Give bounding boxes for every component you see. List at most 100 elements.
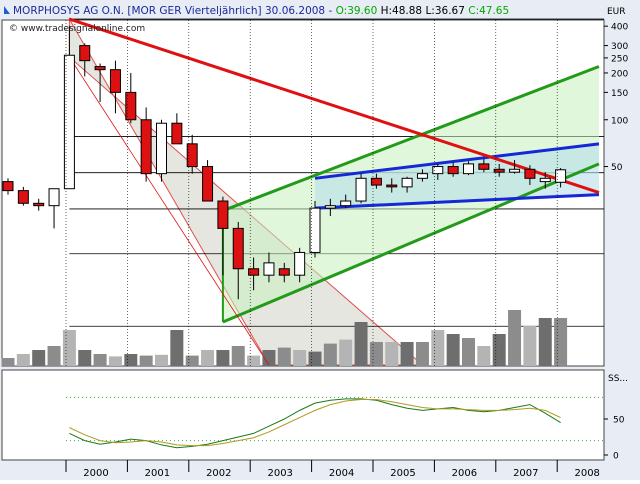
volume-bar: [93, 354, 107, 366]
oscillator-title: SS...: [608, 374, 628, 384]
candle: [217, 196, 229, 276]
candle: [539, 172, 551, 189]
candle-body: [370, 177, 382, 186]
candle-body: [156, 122, 167, 175]
price-axis-tick-label: 200: [611, 69, 628, 79]
volume-bar: [431, 330, 445, 366]
ohlc-l-value: L:36.67: [422, 5, 465, 17]
volume-bar: [277, 347, 291, 366]
volume-bar: [108, 356, 122, 366]
candle: [109, 60, 121, 114]
volume-bar: [262, 350, 276, 366]
oscillator-series: [66, 396, 604, 449]
green-channel-upper: [222, 65, 600, 213]
green-channel-lower: [222, 162, 600, 324]
blue-channel-upper: [314, 142, 600, 180]
price-axis-tick-label: 150: [611, 89, 628, 99]
ohlc-c-value: C:47.65: [465, 5, 509, 17]
volume-bar: [385, 342, 399, 366]
volume-bar: [32, 350, 46, 366]
volume-bar: [323, 343, 337, 366]
volume-bar: [293, 350, 307, 366]
time-axis-label: 2003: [267, 468, 292, 479]
oscillator-panel[interactable]: [1, 369, 605, 461]
candle-body: [186, 143, 198, 168]
candle: [232, 221, 244, 300]
oscillator-axis: 0 50: [604, 416, 625, 462]
candle: [416, 169, 428, 182]
candle: [447, 162, 459, 177]
volume-bar: [1, 358, 15, 366]
candle-body: [416, 173, 428, 179]
chart-header: MORPHOSYS AG O.N. [MOR GER Vierteljährli…: [4, 5, 626, 34]
candle: [401, 176, 413, 193]
price-axis: 400 300 250 200 150 100 50: [604, 23, 628, 173]
candle-body: [401, 177, 413, 188]
candle-body: [432, 166, 444, 175]
candle-body: [278, 268, 290, 276]
candle: [33, 198, 45, 211]
candle: [186, 134, 198, 174]
ohlc-o-value: O:39.60: [336, 5, 378, 17]
time-axis: 2000 2001 2002 2003 2004 2005 2006 2007 2008: [65, 20, 600, 479]
candle-body: [539, 177, 551, 183]
candle: [202, 160, 214, 202]
volume-bar: [415, 342, 429, 366]
volume-bar: [185, 355, 199, 366]
candle-body: [248, 268, 260, 276]
candle-body: [340, 200, 352, 207]
volume-bar: [523, 326, 537, 366]
candle-body: [79, 45, 91, 62]
price-axis-tick-label: 250: [611, 54, 628, 64]
volume-bar: [47, 346, 61, 366]
candle-body: [294, 251, 306, 276]
red-downtrend-line: [68, 17, 600, 194]
time-axis-label: 2006: [452, 468, 477, 479]
candle-body: [509, 168, 521, 173]
time-axis-label: 2000: [83, 468, 108, 479]
candle-body: [2, 181, 14, 192]
candle: [278, 262, 290, 283]
candle-body: [63, 54, 75, 190]
candle: [63, 26, 75, 190]
candle-body: [309, 207, 321, 253]
candle-body: [202, 166, 214, 202]
candle-body: [355, 177, 367, 202]
price-axis-tick-label: 400: [611, 23, 628, 33]
time-axis-label: 2004: [329, 468, 354, 479]
volume-bar: [78, 350, 92, 366]
oscillator-axis-tick-label: 0: [613, 452, 619, 462]
candle-body: [125, 91, 137, 121]
candle: [125, 72, 137, 124]
volume-bar: [216, 350, 230, 366]
candle: [171, 113, 183, 145]
ohlc-h-value: H:48.88: [377, 5, 422, 17]
time-axis-label: 2001: [145, 468, 170, 479]
candle: [432, 163, 444, 180]
candle-body: [94, 66, 106, 71]
candle-body: [478, 163, 490, 170]
candle: [48, 188, 60, 229]
candle: [478, 158, 490, 173]
candle-body: [447, 166, 459, 175]
red-fan-line: [69, 56, 270, 366]
volume-bar: [247, 355, 261, 366]
candle: [2, 178, 14, 195]
candle-body: [263, 262, 275, 276]
blue-channel-lower: [314, 193, 600, 210]
volume-bar: [170, 330, 184, 366]
volume-bar: [139, 355, 153, 366]
header-text: MORPHOSYS AG O.N. [MOR GER Vierteljährli…: [13, 5, 509, 17]
candle-body: [17, 190, 29, 204]
candle-body: [463, 163, 474, 175]
volume-bar: [124, 354, 138, 366]
candle: [94, 63, 106, 103]
candle-body: [524, 168, 536, 179]
candle-body: [232, 227, 244, 270]
oscillator-line: [69, 398, 561, 449]
candle: [156, 119, 167, 182]
watermark: © www.tradesignalonline.com: [9, 24, 145, 34]
volume-bar: [492, 334, 506, 366]
candle: [355, 173, 367, 204]
candle: [524, 165, 536, 186]
